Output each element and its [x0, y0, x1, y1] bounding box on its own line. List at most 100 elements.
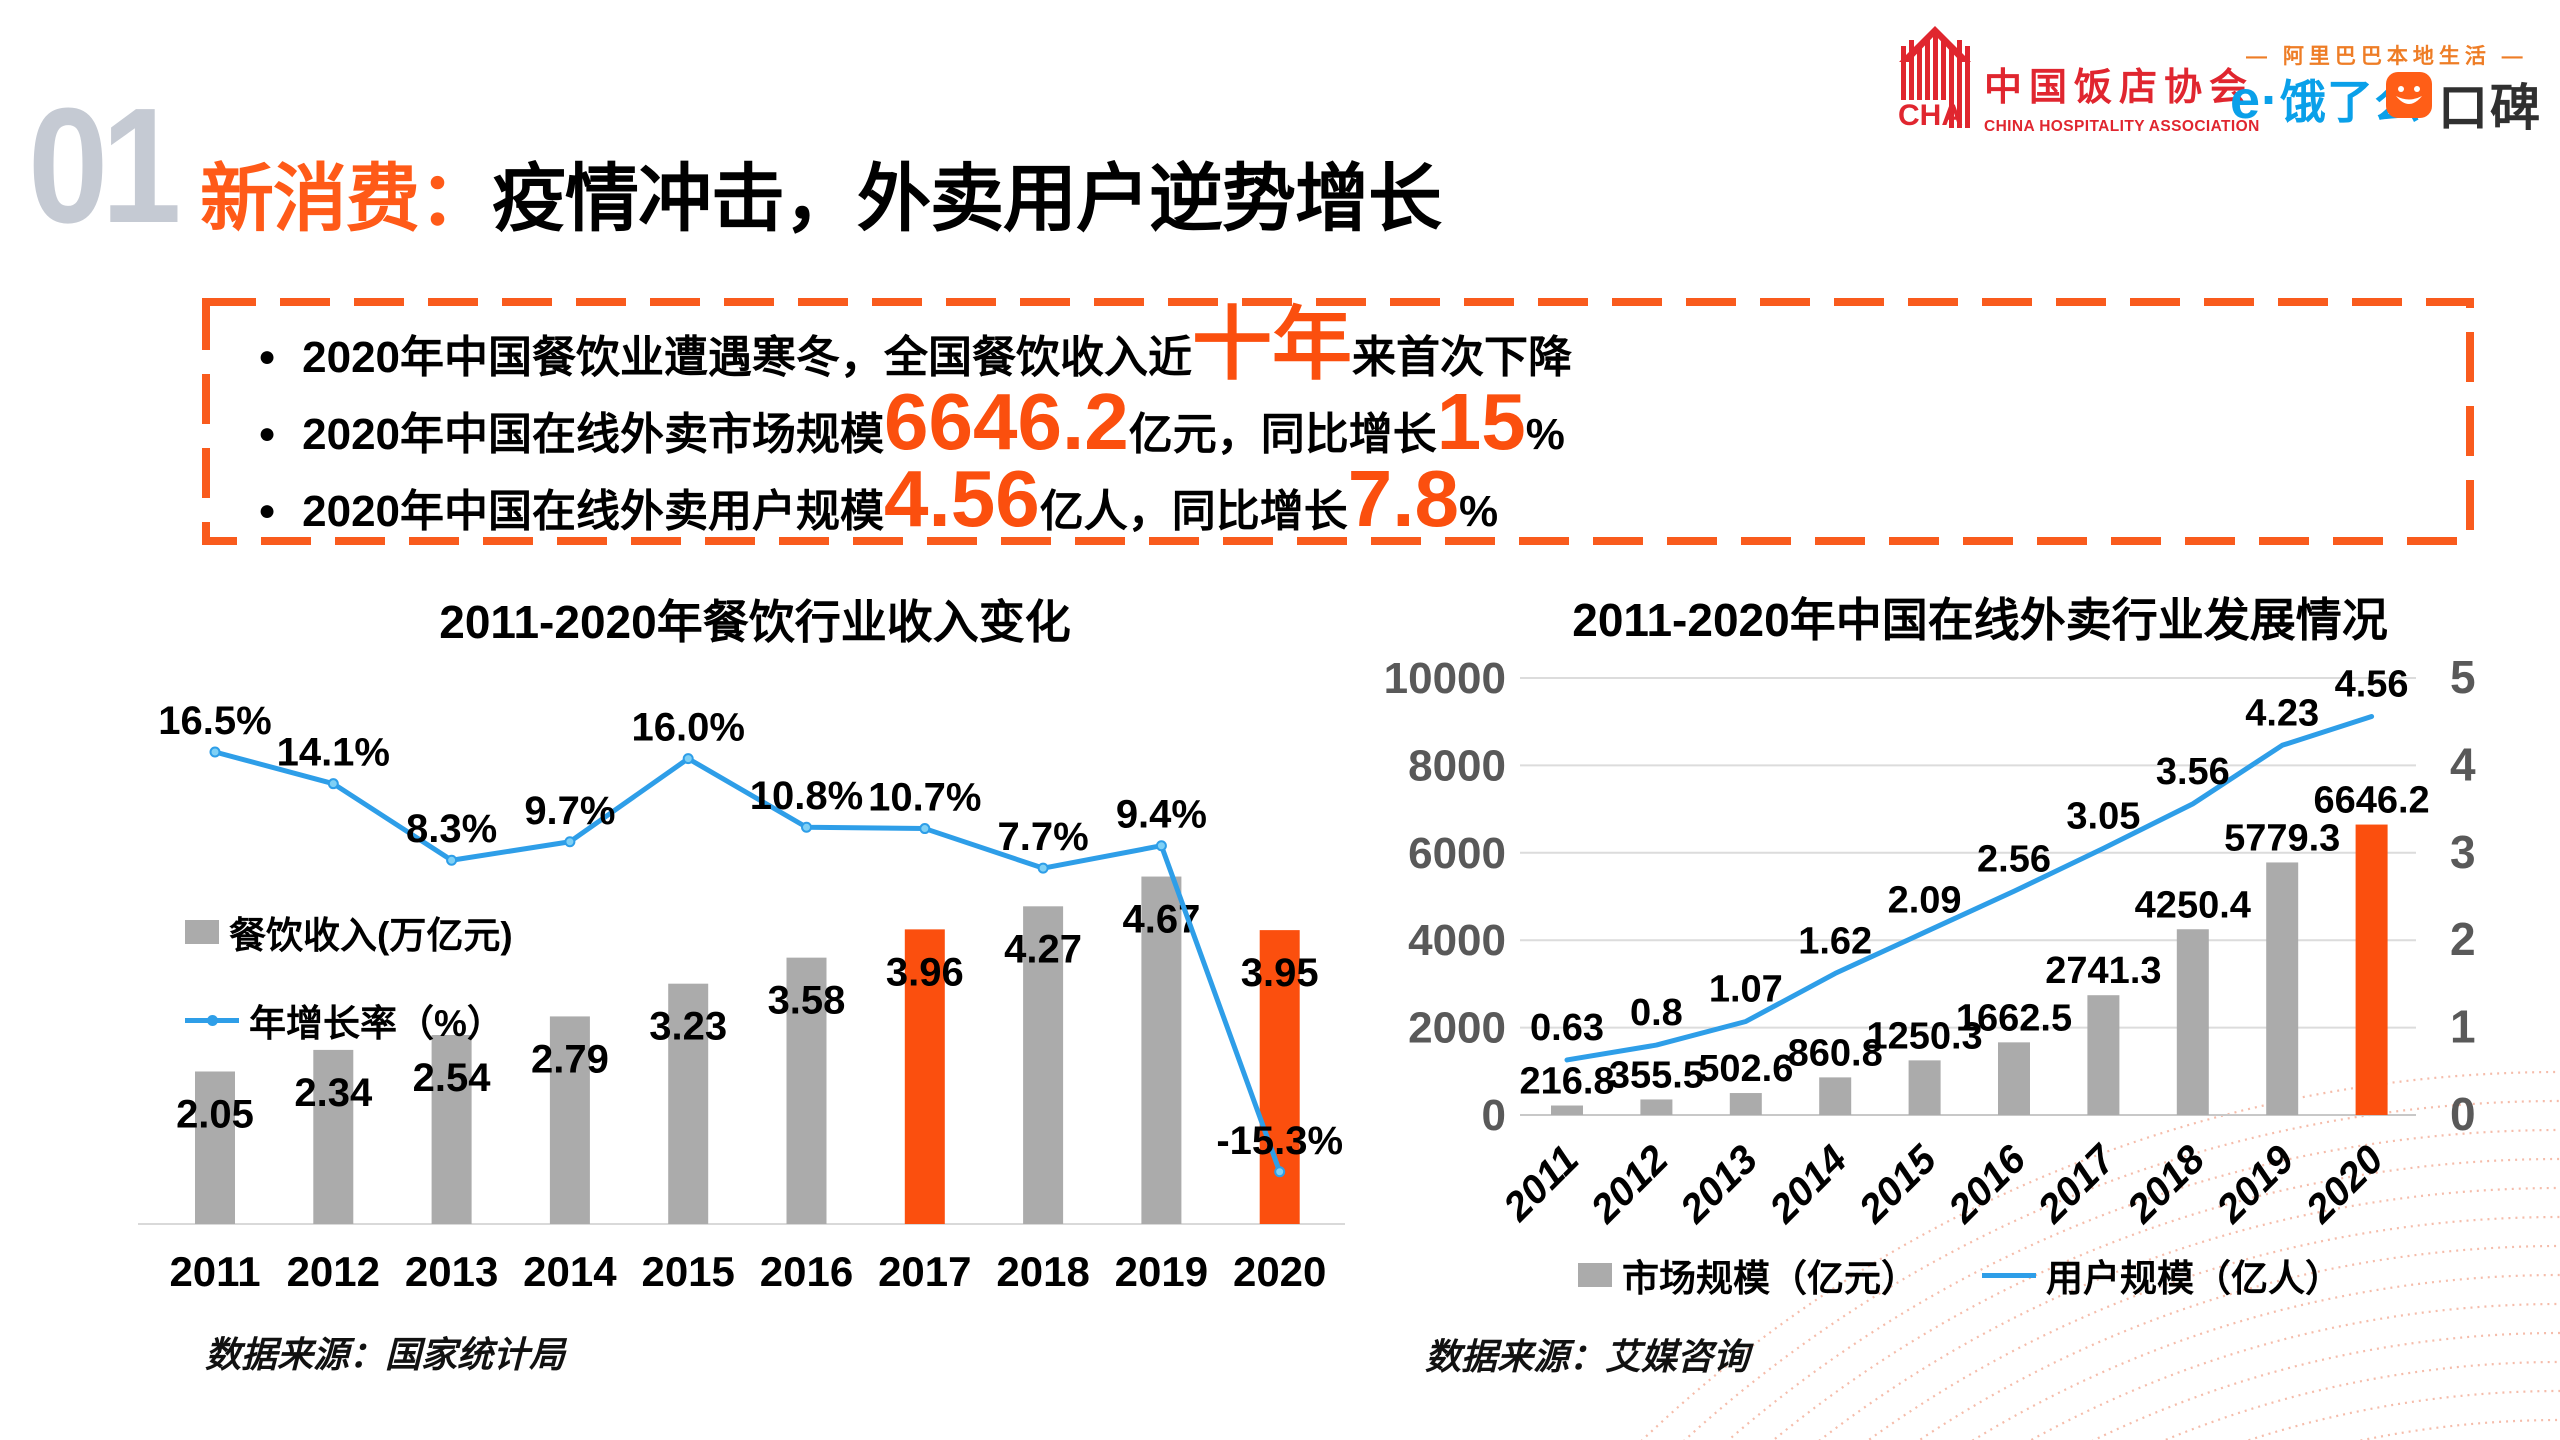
x-label-2019: 2019: [2208, 1137, 2303, 1232]
x-label-2018: 2018: [996, 1248, 1089, 1295]
y-left-tick-8000: 8000: [1408, 741, 1506, 790]
key-point-highlight-value: 15: [1436, 377, 1526, 466]
bar-2015: [668, 983, 709, 1224]
x-label-2014: 2014: [1761, 1137, 1856, 1232]
bar-value-2016: 3.58: [768, 979, 846, 1023]
bar-value-2020: 3.95: [1241, 951, 1319, 995]
y-right-tick-4: 4: [2450, 738, 2476, 790]
right-chart-title: 2011-2020年中国在线外卖行业发展情况: [1572, 594, 2388, 646]
line-marker-2013: [446, 854, 458, 866]
line-marker-2020: [1274, 1166, 1286, 1178]
key-points-list: ● 2020年中国餐饮业遭遇寒冬，全国餐饮收入近十年来首次下降 ● 2020年中国在线…: [258, 305, 1573, 539]
y-left-tick-4000: 4000: [1408, 916, 1506, 965]
bar-2018: [2176, 929, 2209, 1115]
x-label-2012: 2012: [287, 1248, 380, 1295]
bar-2012: [313, 1049, 354, 1224]
key-point-highlight-value: 7.8: [1347, 454, 1459, 543]
line-marker-2017: [919, 823, 931, 835]
key-point-text: 亿人，同比增长: [1039, 487, 1348, 536]
bar-value-2015: 3.23: [649, 1005, 727, 1049]
eleme-e-icon: e·: [2230, 70, 2281, 130]
cha-logo-text: 中国饭店协会 CHINA HOSPITALITY ASSOCIATION: [1984, 56, 2260, 136]
bullet-dot-icon: ●: [258, 417, 277, 450]
legend-item-user-size: 用户规模（亿人）: [1982, 1248, 2342, 1302]
legend-item-growth: 年增长率（%）: [185, 993, 513, 1047]
left-chart-title: 2011-2020年餐饮行业收入变化: [439, 596, 1071, 648]
decorative-arc: [2358, 1419, 2560, 1440]
x-label-2015: 2015: [1850, 1137, 1945, 1232]
line-value-2020: 4.56: [2335, 663, 2409, 705]
bar-2016: [786, 957, 827, 1224]
bar-2013: [431, 1035, 472, 1224]
line-marker-2019: [1155, 840, 1167, 852]
bar-2011: [195, 1071, 235, 1224]
bullet-dot-icon: ●: [258, 340, 277, 373]
line-value-2013: 1.07: [1709, 968, 1783, 1010]
bar-2018: [1023, 906, 1064, 1224]
x-label-2011: 2011: [169, 1248, 260, 1295]
decorative-arc: [2246, 1390, 2560, 1440]
legend-item-revenue: 餐饮收入(万亿元): [185, 905, 513, 959]
x-label-2016: 2016: [1940, 1137, 2035, 1232]
line-swatch-icon: [185, 1014, 239, 1026]
bar-value-2015: 1250.3: [1866, 1015, 1982, 1057]
line-marker-2014: [564, 836, 576, 848]
bar-value-2019: 5779.3: [2224, 817, 2340, 859]
bar-2020: [2355, 824, 2388, 1115]
bar-value-2013: 502.6: [1698, 1048, 1793, 1090]
growth-rate-line: [212, 749, 1283, 1175]
legend-label: 餐饮收入(万亿元): [229, 915, 513, 956]
y-left-tick-10000: 10000: [1384, 654, 1506, 703]
bar-2014: [1819, 1077, 1852, 1115]
line-value-2014: 9.7%: [524, 789, 615, 833]
bar-value-2018: 4.27: [1004, 927, 1082, 971]
key-point-1: ● 2020年中国餐饮业遭遇寒冬，全国餐饮收入近十年来首次下降: [258, 305, 1573, 385]
page-title: 新消费：疫情冲击，外卖用户逆势增长: [200, 157, 1442, 240]
bar-value-2012: 355.5: [1609, 1054, 1704, 1096]
line-value-2015: 2.09: [1888, 879, 1962, 921]
legend-label: 市场规模（亿元）: [1622, 1258, 1918, 1299]
y-left-tick-0: 0: [1482, 1091, 1506, 1140]
key-point-text: 来首次下降: [1352, 333, 1573, 382]
line-value-2018: 3.56: [2156, 751, 2230, 793]
line-value-2020: -15.3%: [1216, 1119, 1343, 1163]
bar-swatch-icon: [1578, 1263, 1612, 1287]
bar-2013: [1729, 1093, 1762, 1115]
x-label-2017: 2017: [878, 1248, 971, 1295]
line-value-2012: 0.8: [1630, 992, 1683, 1034]
y-right-tick-2: 2: [2450, 913, 2476, 965]
x-label-2019: 2019: [1115, 1248, 1208, 1295]
x-label-2012: 2012: [1582, 1137, 1677, 1232]
key-point-2: ● 2020年中国在线外卖市场规模6646.2亿元，同比增长15%: [258, 382, 1572, 462]
koubei-wordmark: 口碑: [2438, 80, 2542, 136]
line-value-2014: 1.62: [1798, 920, 1872, 962]
bar-value-2017: 2741.3: [2045, 950, 2161, 992]
line-value-2018: 7.7%: [998, 815, 1089, 859]
x-label-2016: 2016: [760, 1248, 853, 1295]
bar-2015: [1908, 1060, 1941, 1115]
line-marker-2018: [1037, 862, 1049, 874]
bar-2019: [1141, 876, 1182, 1224]
key-point-text: 2020年中国餐饮业遭遇寒冬，全国餐饮收入近: [302, 333, 1193, 382]
bar-2019: [2266, 862, 2299, 1115]
x-label-2020: 2020: [2297, 1137, 2392, 1232]
bar-value-2017: 3.96: [886, 950, 964, 994]
page-title-highlight: 新消费：: [200, 157, 493, 240]
cha-name-en: CHINA HOSPITALITY ASSOCIATION: [1984, 118, 2260, 135]
bar-value-2016: 1662.5: [1956, 997, 2072, 1039]
right-chart-canvas: 0 0 2000 1 4000 2 6000 3 8000 4 10000 5 216.8355.550…: [1384, 651, 2476, 1232]
bar-value-2013: 2.54: [413, 1056, 492, 1100]
bar-2012: [1640, 1099, 1673, 1115]
line-marker-2016: [801, 821, 812, 833]
line-value-2019: 9.4%: [1116, 793, 1207, 837]
y-right-tick-5: 5: [2450, 651, 2476, 703]
bar-2017: [2087, 995, 2120, 1115]
left-chart-canvas: 2.05 2.34 2.54 2.793.233.583.964.274.673.95…: [138, 699, 1345, 1295]
bar-2011: [1551, 1105, 1583, 1115]
user-scale-line: [1564, 713, 2375, 1063]
key-point-highlight-value: 6646.2: [884, 377, 1129, 466]
section-number: 01: [28, 74, 182, 257]
key-point-highlight-value: 十年: [1192, 300, 1353, 389]
y-right-tick-3: 3: [2450, 826, 2476, 878]
cha-logo-icon: CHA: [1898, 26, 1971, 130]
